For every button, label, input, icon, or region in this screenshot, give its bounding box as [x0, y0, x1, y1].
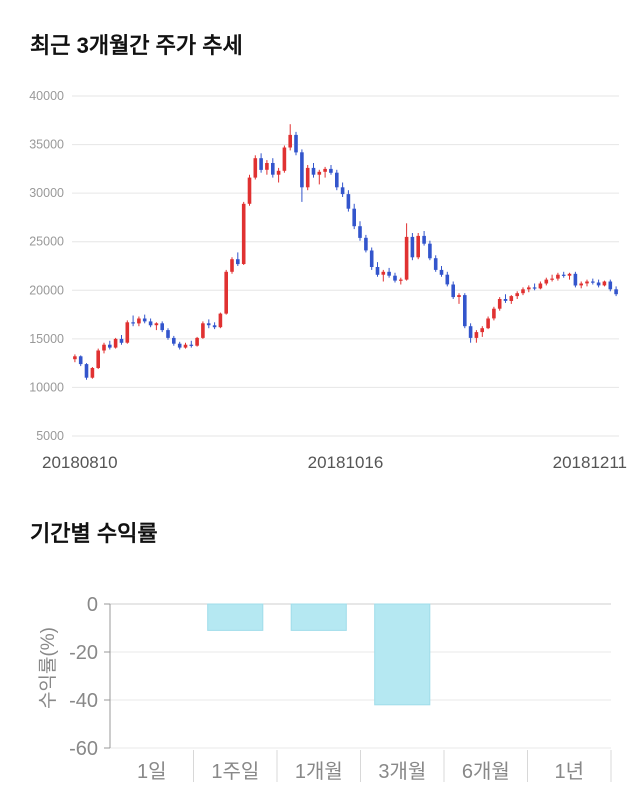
svg-text:30000: 30000	[29, 186, 64, 200]
svg-text:20000: 20000	[29, 283, 64, 297]
svg-text:10000: 10000	[29, 380, 64, 394]
svg-text:-60: -60	[69, 738, 98, 760]
svg-text:35000: 35000	[29, 138, 64, 152]
svg-text:1일: 1일	[137, 760, 167, 783]
svg-text:-20: -20	[69, 642, 98, 664]
period-returns-bar-chart: 0 -20 -40 -60 1일 1주일 1개월 3개월 6개월 1년	[69, 594, 612, 783]
svg-text:40000: 40000	[29, 89, 64, 103]
svg-text:-40: -40	[69, 690, 98, 712]
svg-text:20181016: 20181016	[308, 453, 384, 472]
svg-text:20180810: 20180810	[42, 453, 118, 472]
svg-text:6개월: 6개월	[462, 760, 510, 783]
svg-text:1주일: 1주일	[211, 760, 259, 783]
svg-text:25000: 25000	[29, 235, 64, 249]
svg-text:15000: 15000	[29, 332, 64, 346]
price-candlestick-chart: 40000 35000 30000 25000 20000 15000 10000 5000 2…	[29, 89, 627, 472]
period-returns-title: 기간별 수익률	[30, 521, 158, 546]
svg-text:3개월: 3개월	[378, 760, 426, 783]
price-trend-title: 최근 3개월간 주가 추세	[30, 33, 243, 58]
svg-text:1개월: 1개월	[295, 760, 343, 783]
svg-text:5000: 5000	[36, 429, 64, 443]
svg-text:0: 0	[87, 594, 98, 616]
svg-text:1년: 1년	[555, 760, 585, 783]
svg-text:20181211: 20181211	[553, 453, 627, 472]
